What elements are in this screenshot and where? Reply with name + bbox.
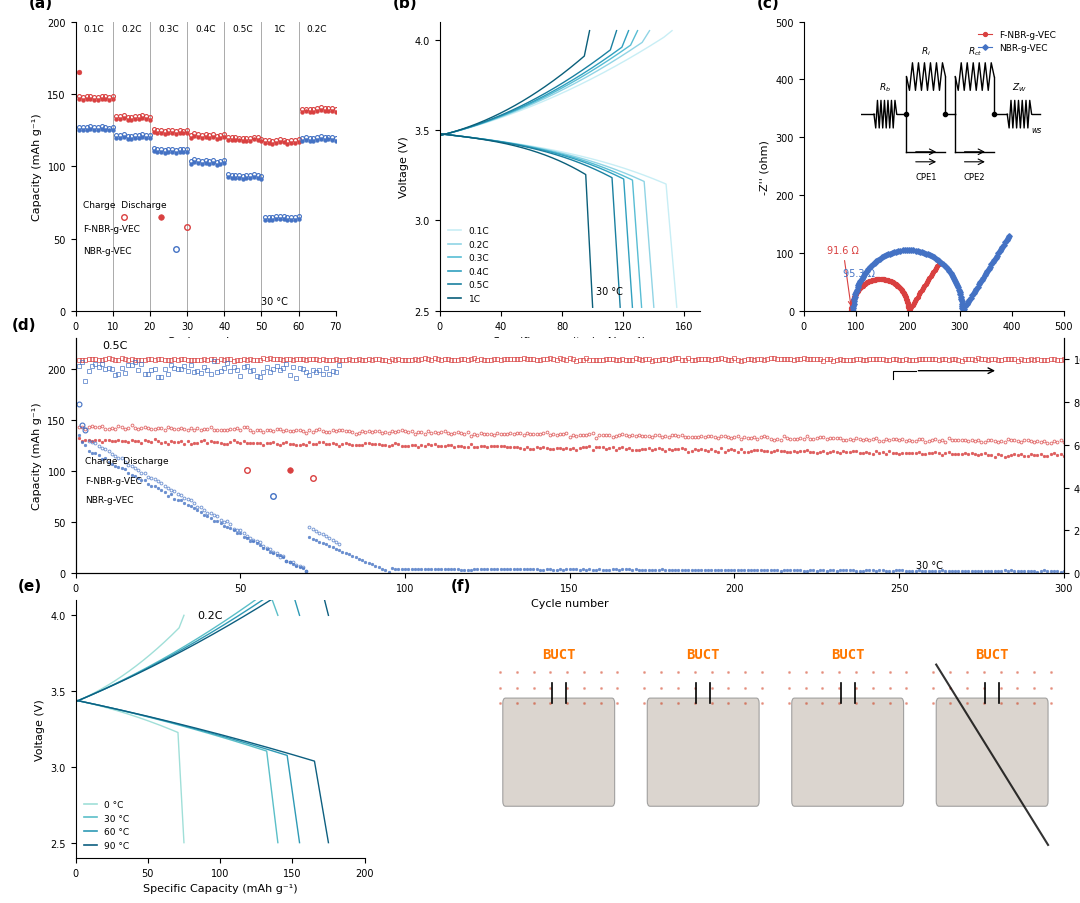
Y-axis label: -Z'' (ohm): -Z'' (ohm): [760, 140, 770, 194]
NBR-g-VEC: [874, 254, 887, 265]
X-axis label: Specific capacity (mAh g⁻¹): Specific capacity (mAh g⁻¹): [494, 337, 646, 347]
Text: 0.2C: 0.2C: [121, 25, 141, 34]
NBR-g-VEC: [896, 246, 909, 256]
Y-axis label: Voltage (V): Voltage (V): [35, 698, 45, 760]
Text: NBR-g-VEC: NBR-g-VEC: [83, 247, 132, 256]
F-NBR-g-VEC: [849, 289, 862, 300]
Text: NBR-g-VEC: NBR-g-VEC: [85, 495, 134, 504]
Text: Charge  Discharge: Charge Discharge: [83, 200, 166, 209]
F-NBR-g-VEC: [880, 275, 893, 286]
Text: (c): (c): [757, 0, 780, 11]
Text: (a): (a): [29, 0, 53, 11]
X-axis label: Specific Capacity (mAh g⁻¹): Specific Capacity (mAh g⁻¹): [143, 883, 297, 893]
Text: 0.4C: 0.4C: [195, 25, 216, 34]
Text: 91.6 Ω: 91.6 Ω: [827, 246, 859, 306]
Text: 0.1C: 0.1C: [84, 25, 105, 34]
Text: 0.3C: 0.3C: [158, 25, 179, 34]
Line: F-NBR-g-VEC: F-NBR-g-VEC: [850, 260, 942, 313]
X-axis label: Cycle number: Cycle number: [166, 337, 244, 347]
Text: F-NBR-g-VEC: F-NBR-g-VEC: [85, 477, 143, 486]
X-axis label: Z' (ohm): Z' (ohm): [909, 337, 958, 347]
Legend: 0 °C, 30 °C, 60 °C, 90 °C: 0 °C, 30 °C, 60 °C, 90 °C: [80, 796, 133, 853]
Legend: 0.1C, 0.2C, 0.3C, 0.4C, 0.5C, 1C: 0.1C, 0.2C, 0.3C, 0.4C, 0.5C, 1C: [444, 223, 492, 307]
Text: 0.5C: 0.5C: [232, 25, 253, 34]
Text: (d): (d): [12, 317, 36, 332]
F-NBR-g-VEC: [933, 257, 946, 268]
Legend: F-NBR-g-VEC, NBR-g-VEC: F-NBR-g-VEC, NBR-g-VEC: [974, 27, 1059, 57]
Text: (b): (b): [393, 0, 418, 11]
F-NBR-g-VEC: [845, 306, 858, 317]
NBR-g-VEC: [909, 246, 922, 256]
Text: (e): (e): [17, 578, 42, 593]
NBR-g-VEC: [1003, 231, 1016, 242]
Text: 30 °C: 30 °C: [596, 286, 622, 296]
F-NBR-g-VEC: [902, 301, 915, 312]
Text: F-NBR-g-VEC: F-NBR-g-VEC: [83, 225, 140, 234]
F-NBR-g-VEC: [902, 303, 915, 313]
F-NBR-g-VEC: [931, 261, 944, 272]
NBR-g-VEC: [856, 272, 869, 283]
Line: NBR-g-VEC: NBR-g-VEC: [851, 235, 1011, 313]
Text: 95.3 Ω: 95.3 Ω: [842, 269, 875, 306]
Y-axis label: Capacity (mAh g⁻¹): Capacity (mAh g⁻¹): [31, 113, 42, 221]
Text: Charge  Discharge: Charge Discharge: [85, 456, 170, 465]
NBR-g-VEC: [951, 283, 964, 293]
Text: 30 °C: 30 °C: [261, 296, 288, 306]
X-axis label: Cycle number: Cycle number: [531, 599, 608, 609]
Text: 1C: 1C: [274, 25, 286, 34]
Text: 0.2C: 0.2C: [197, 610, 222, 620]
Text: (f): (f): [451, 578, 472, 593]
Text: 0.5C: 0.5C: [102, 340, 127, 351]
Y-axis label: Voltage (V): Voltage (V): [399, 136, 409, 198]
Y-axis label: Capacity (mAh g⁻¹): Capacity (mAh g⁻¹): [31, 402, 42, 510]
NBR-g-VEC: [847, 306, 860, 317]
Text: 30 °C: 30 °C: [916, 560, 943, 571]
F-NBR-g-VEC: [845, 305, 858, 316]
Text: 0.2C: 0.2C: [307, 25, 327, 34]
NBR-g-VEC: [984, 262, 997, 273]
